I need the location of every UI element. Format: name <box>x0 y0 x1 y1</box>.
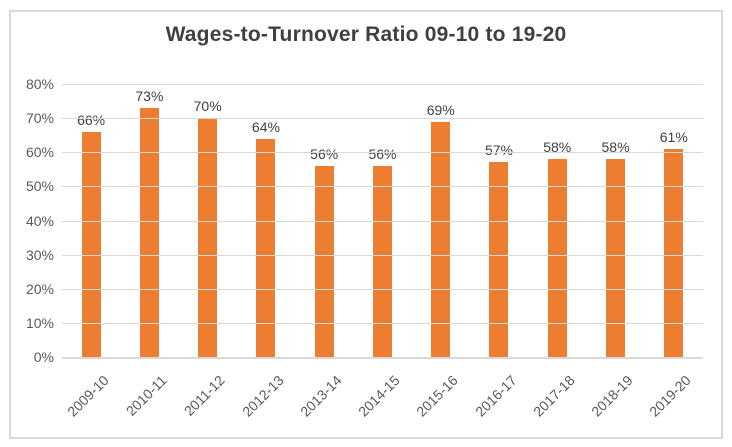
gridline-10 <box>62 323 703 324</box>
bar-2019-20 <box>664 149 684 357</box>
y-axis: 0% 10% 20% 30% 40% 50% 60% 70% 80% <box>0 76 54 365</box>
y-tick-label: 30% <box>25 247 54 263</box>
bar-column: 56% <box>353 84 411 357</box>
gridline-30 <box>62 255 703 256</box>
y-tick-label: 40% <box>25 213 54 229</box>
x-cell: 2011-12 <box>179 359 237 431</box>
bar-value-label: 56% <box>310 146 339 162</box>
x-tick-label: 2009-10 <box>63 372 112 420</box>
x-tick-label: 2015-16 <box>413 372 462 420</box>
x-cell: 2010-11 <box>120 359 178 431</box>
x-cell: 2019-20 <box>645 359 703 431</box>
y-tick-label: 70% <box>25 110 54 126</box>
chart-frame <box>9 10 723 439</box>
bar-column: 57% <box>470 84 528 357</box>
y-tick-label: 50% <box>25 178 54 194</box>
x-cell: 2016-17 <box>470 359 528 431</box>
bar-series: 66% 73% 70% 64% 56% 56% 69% 57% 58% 58% 61% <box>62 84 703 357</box>
bar-column: 58% <box>586 84 644 357</box>
bar-column: 64% <box>237 84 295 357</box>
bar-value-label: 58% <box>601 139 630 155</box>
x-cell: 2017-18 <box>528 359 586 431</box>
gridline-50 <box>62 186 703 187</box>
x-cell: 2018-19 <box>586 359 644 431</box>
chart-title: Wages-to-Turnover Ratio 09-10 to 19-20 <box>165 23 567 46</box>
bar-column: 73% <box>120 84 178 357</box>
x-cell: 2012-13 <box>237 359 295 431</box>
x-axis: 2009-10 2010-11 2011-12 2012-13 2013-14 2014-… <box>62 359 703 431</box>
bar-value-label: 56% <box>368 146 397 162</box>
bar-value-label: 57% <box>484 142 513 158</box>
bar-value-label: 58% <box>543 139 572 155</box>
y-tick-label: 20% <box>25 281 54 297</box>
x-tick-label: 2016-17 <box>471 372 520 420</box>
plot-area: 66% 73% 70% 64% 56% 56% 69% 57% 58% 58% 61% <box>62 84 703 359</box>
y-tick-label: 10% <box>25 315 54 331</box>
bar-2016-17 <box>489 162 509 357</box>
x-cell: 2009-10 <box>62 359 120 431</box>
bar-value-label: 70% <box>193 98 222 114</box>
gridline-60 <box>62 152 703 153</box>
x-tick-label: 2017-18 <box>529 372 578 420</box>
y-tick-label: 0% <box>33 349 54 365</box>
gridline-20 <box>62 289 703 290</box>
bar-value-label: 64% <box>251 119 280 135</box>
bar-2014-15 <box>372 166 392 357</box>
gridline-40 <box>62 221 703 222</box>
bar-column: 66% <box>62 84 120 357</box>
bar-2010-11 <box>139 108 159 357</box>
bar-2009-10 <box>81 132 101 357</box>
bar-2013-14 <box>314 166 334 357</box>
y-tick-label: 80% <box>25 76 54 92</box>
x-tick-label: 2013-14 <box>296 372 345 420</box>
bar-value-label: 73% <box>135 88 164 104</box>
bar-2018-19 <box>606 159 626 357</box>
x-tick-label: 2010-11 <box>122 372 170 419</box>
bar-2012-13 <box>256 139 276 357</box>
bar-value-label: 61% <box>659 129 688 145</box>
bar-column: 61% <box>645 84 703 357</box>
bar-2011-12 <box>198 118 218 357</box>
x-tick-label: 2011-12 <box>181 372 228 419</box>
x-tick-label: 2018-19 <box>588 372 636 420</box>
gridline-80 <box>62 84 703 85</box>
x-tick-label: 2019-20 <box>646 372 695 420</box>
bar-2015-16 <box>431 122 451 357</box>
gridline-70 <box>62 118 703 119</box>
x-tick-label: 2014-15 <box>355 372 403 420</box>
bar-column: 69% <box>412 84 470 357</box>
bar-2017-18 <box>547 159 567 357</box>
bar-value-label: 66% <box>77 112 106 128</box>
x-cell: 2015-16 <box>412 359 470 431</box>
x-cell: 2013-14 <box>295 359 353 431</box>
bar-column: 58% <box>528 84 586 357</box>
bar-value-label: 69% <box>426 102 455 118</box>
x-tick-label: 2012-13 <box>238 372 287 420</box>
bar-column: 56% <box>295 84 353 357</box>
bar-column: 70% <box>179 84 237 357</box>
y-tick-label: 60% <box>25 144 54 160</box>
x-cell: 2014-15 <box>353 359 411 431</box>
